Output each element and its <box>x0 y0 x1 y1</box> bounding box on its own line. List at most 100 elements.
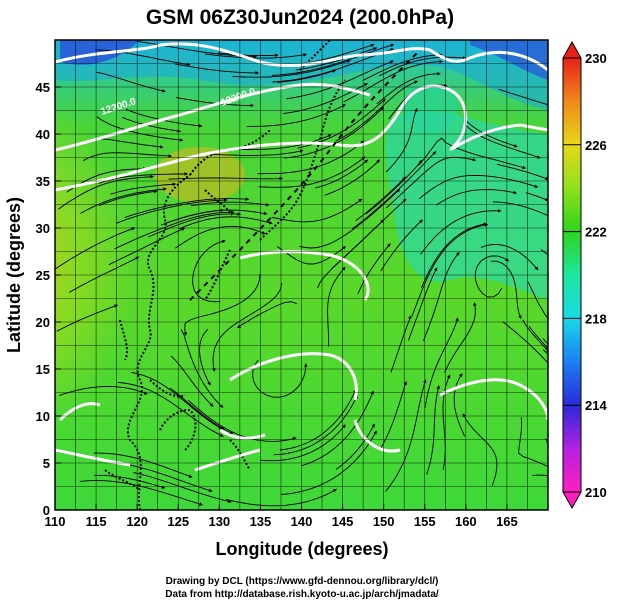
streamline <box>276 246 346 265</box>
y-tick-label: 0 <box>43 503 50 518</box>
streamline <box>192 239 226 303</box>
streamline <box>527 281 548 320</box>
streamline <box>365 159 423 215</box>
streamline <box>463 123 541 159</box>
colorbar-tick-label: 214 <box>585 398 607 413</box>
streamline <box>376 72 441 105</box>
streamline <box>110 182 177 195</box>
streamline <box>542 338 548 348</box>
streamline <box>271 43 395 76</box>
x-tick-label: 165 <box>496 514 518 529</box>
streamline <box>378 56 467 77</box>
streamline <box>115 198 228 224</box>
streamline <box>260 424 346 462</box>
streamline <box>97 138 164 149</box>
y-tick-label: 15 <box>36 362 50 377</box>
colorbar-tick-label: 218 <box>585 311 607 326</box>
y-tick-label: 25 <box>36 268 50 283</box>
map-plot-area: 12200.0 12200.0 <box>55 40 548 510</box>
streamline <box>148 212 241 238</box>
streamline <box>424 317 459 408</box>
streamline <box>246 104 346 127</box>
streamline <box>257 140 365 175</box>
streamline <box>444 302 477 373</box>
streamline <box>258 156 366 188</box>
x-tick-label: 145 <box>332 514 354 529</box>
streamline <box>317 198 407 289</box>
streamline <box>525 192 548 202</box>
chart-title: GSM 06Z30Jun2024 (200.0hPa) <box>146 6 454 29</box>
streamline <box>98 172 189 184</box>
streamline <box>496 163 548 181</box>
streamline <box>464 118 518 148</box>
streamline <box>168 176 284 181</box>
streamlines <box>55 40 548 507</box>
streamline <box>225 488 338 507</box>
y-tick-label: 30 <box>36 221 50 236</box>
colorbar-max-arrow <box>562 40 582 59</box>
x-axis-label: Longitude (degrees) <box>215 539 388 559</box>
colorbar-segment <box>563 448 581 493</box>
streamline <box>480 244 539 271</box>
streamline <box>280 430 377 495</box>
colorbar-segment <box>563 144 581 189</box>
streamline <box>188 399 297 442</box>
x-tick-label: 140 <box>291 514 313 529</box>
streamline <box>276 69 337 83</box>
streamline <box>114 462 213 493</box>
streamline <box>490 260 522 320</box>
streamline <box>462 413 498 486</box>
streamline <box>272 48 395 83</box>
trough-axis-line <box>189 49 421 301</box>
streamline <box>352 151 437 230</box>
colorbar-segment <box>563 361 581 406</box>
streamline <box>108 227 186 266</box>
streamline <box>164 208 224 224</box>
colorbar-tick-label: 210 <box>585 485 607 500</box>
streamline <box>300 390 374 467</box>
y-tick-label: 5 <box>43 456 50 471</box>
streamline <box>217 52 279 58</box>
low-center <box>402 83 458 133</box>
x-tick-label: 130 <box>208 514 230 529</box>
streamline <box>284 106 384 159</box>
streamline <box>169 387 234 435</box>
streamline <box>232 59 351 78</box>
x-tick-label: 125 <box>167 514 189 529</box>
colorbar: 210 214 218 222 226 230 <box>562 40 607 510</box>
colorbar-tick-label: 226 <box>585 138 607 153</box>
streamline <box>225 134 332 150</box>
streamline <box>93 452 193 478</box>
streamline <box>327 266 346 347</box>
streamline <box>324 159 381 196</box>
streamline <box>58 175 154 210</box>
streamline <box>522 319 548 353</box>
trough-region-east <box>385 111 548 301</box>
streamline <box>435 189 518 206</box>
streamline <box>175 63 260 75</box>
x-tick-label: 120 <box>126 514 148 529</box>
streamline <box>82 152 173 162</box>
streamline <box>124 197 250 219</box>
x-tick-label: 160 <box>455 514 477 529</box>
streamline <box>411 223 489 317</box>
streamline <box>335 80 419 142</box>
streamline <box>114 210 235 250</box>
y-tick-label: 40 <box>36 127 50 142</box>
streamline <box>492 201 548 218</box>
streamline <box>59 386 148 396</box>
streamline <box>94 474 166 489</box>
y-axis-ticks: 0 5 10 15 20 25 30 35 40 45 <box>36 80 61 518</box>
streamline <box>55 227 136 270</box>
streamline <box>271 198 363 223</box>
y-tick-label: 45 <box>36 80 50 95</box>
colorbar-min-arrow <box>562 491 582 510</box>
cold-patch-ne <box>470 40 548 80</box>
streamline <box>498 88 548 107</box>
streamline <box>385 107 418 173</box>
streamline <box>299 188 401 249</box>
colorbar-segment <box>563 231 581 276</box>
streamline <box>420 209 502 255</box>
streamline <box>207 149 304 156</box>
streamline <box>315 159 369 189</box>
